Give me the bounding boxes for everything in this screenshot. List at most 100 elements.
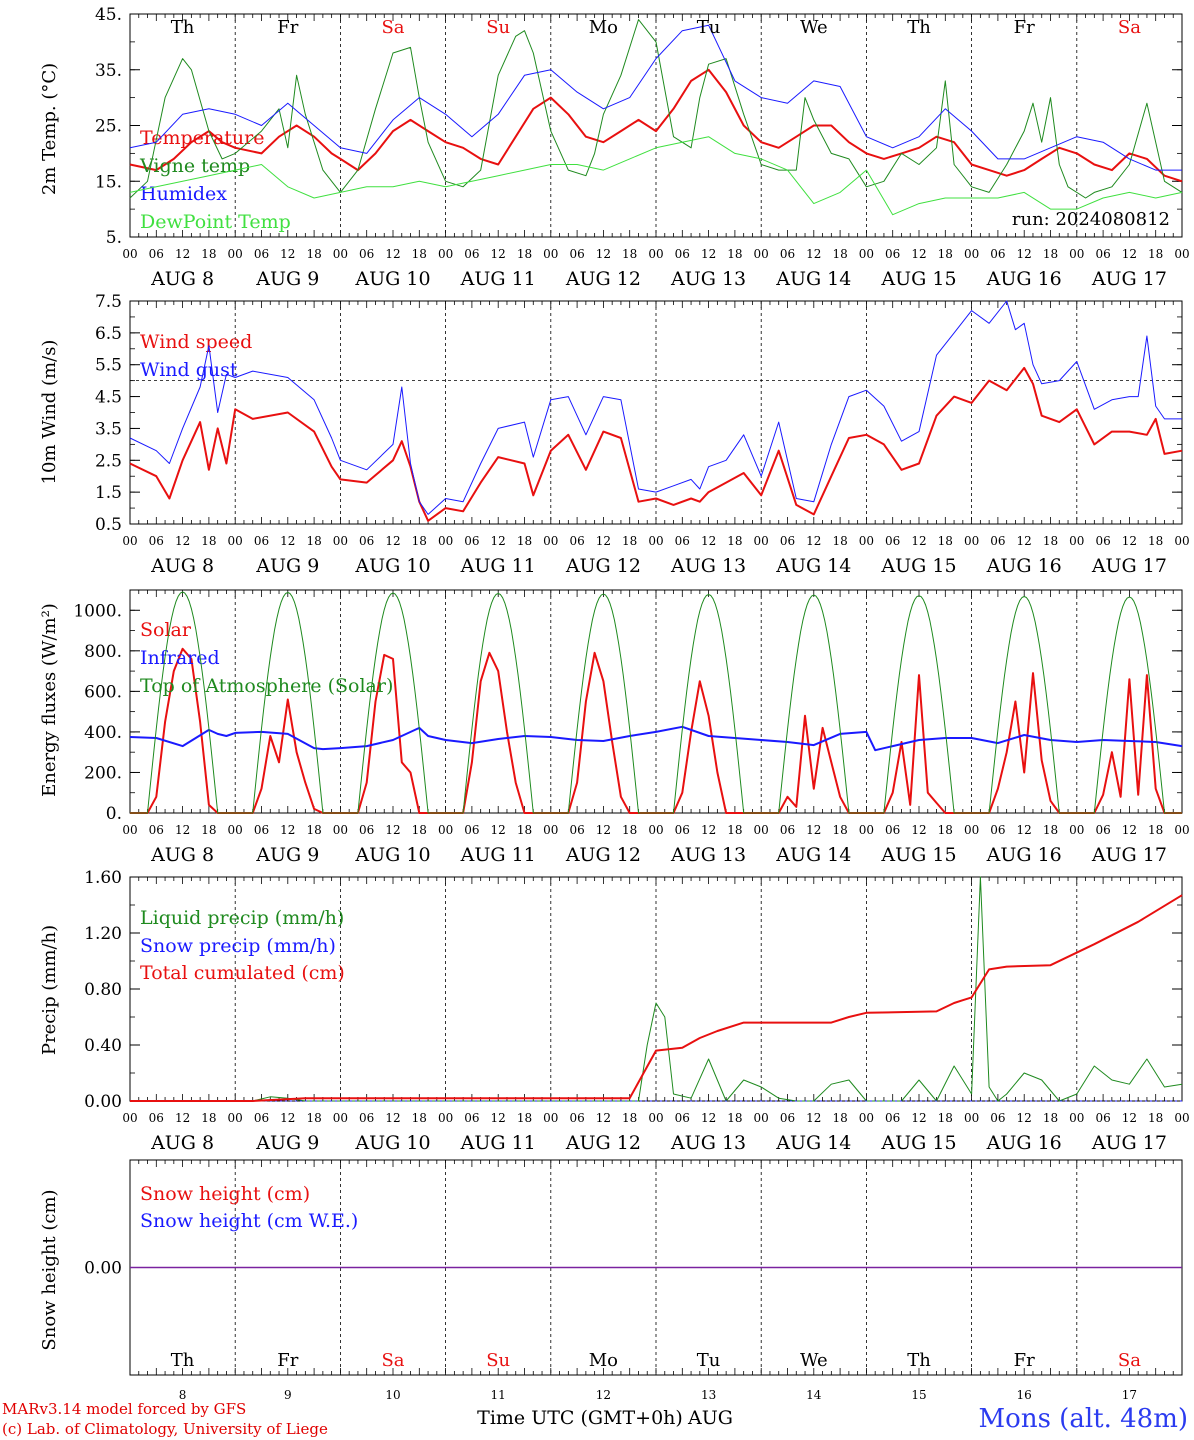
precip-hour-label: 18 bbox=[938, 1111, 953, 1125]
wind-date-label: AUG 16 bbox=[986, 555, 1062, 577]
flux-hour-label: 18 bbox=[412, 823, 427, 837]
precip-ytick-label: 1.60 bbox=[84, 868, 122, 888]
bottom-weekday-label: Th bbox=[171, 1350, 195, 1371]
temp-date-label: AUG 16 bbox=[986, 268, 1062, 290]
precip-hour-label: 06 bbox=[149, 1111, 164, 1125]
precip-ytick-label: 0.40 bbox=[84, 1036, 122, 1056]
temp-hour-label: 00 bbox=[543, 247, 558, 261]
temp-hour-label: 06 bbox=[885, 247, 900, 261]
temp-hour-label: 00 bbox=[1069, 247, 1084, 261]
day-number-label: 8 bbox=[179, 1388, 187, 1402]
day-number-label: 9 bbox=[284, 1388, 292, 1402]
day-number-label: 16 bbox=[1017, 1388, 1032, 1402]
flux-date-label: AUG 10 bbox=[354, 844, 430, 866]
flux-ytick-label: 200. bbox=[84, 763, 122, 783]
precip-legend-2: Total cumulated (cm) bbox=[140, 962, 345, 984]
flux-date-label: AUG 16 bbox=[986, 844, 1062, 866]
wind-hour-label: 00 bbox=[1174, 534, 1189, 548]
temp-hour-label: 12 bbox=[280, 247, 295, 261]
precip-hour-label: 06 bbox=[1095, 1111, 1110, 1125]
precip-hour-label: 00 bbox=[754, 1111, 769, 1125]
flux-hour-label: 12 bbox=[491, 823, 506, 837]
flux-hour-label: 06 bbox=[254, 823, 269, 837]
wind-date-label: AUG 9 bbox=[255, 555, 319, 577]
flux-hour-label: 06 bbox=[149, 823, 164, 837]
precip-hour-label: 18 bbox=[622, 1111, 637, 1125]
temp-hour-label: 18 bbox=[201, 247, 216, 261]
wind-hour-label: 18 bbox=[306, 534, 321, 548]
temp-hour-label: 06 bbox=[675, 247, 690, 261]
temp-date-label: AUG 14 bbox=[775, 268, 851, 290]
temp-series-2 bbox=[129, 24, 1182, 171]
precip-ylabel: Precip (mm/h) bbox=[39, 925, 60, 1055]
temp-ylabel: 2m Temp. (°C) bbox=[39, 63, 60, 195]
precip-date-label: AUG 9 bbox=[255, 1132, 319, 1154]
weekday-label: Fr bbox=[1014, 17, 1035, 38]
wind-hour-label: 12 bbox=[1017, 534, 1032, 548]
wind-hour-label: 00 bbox=[964, 534, 979, 548]
wind-hour-label: 12 bbox=[385, 534, 400, 548]
temp-hour-label: 00 bbox=[964, 247, 979, 261]
precip-hour-label: 06 bbox=[254, 1111, 269, 1125]
model-credit: MARv3.14 model forced by GFS bbox=[2, 1400, 247, 1418]
temp-hour-label: 06 bbox=[254, 247, 269, 261]
precip-hour-label: 18 bbox=[201, 1111, 216, 1125]
temp-series-3 bbox=[129, 136, 1183, 216]
precip-hour-label: 12 bbox=[911, 1111, 926, 1125]
precip-hour-label: 06 bbox=[990, 1111, 1005, 1125]
flux-hour-label: 06 bbox=[885, 823, 900, 837]
flux-hour-label: 18 bbox=[306, 823, 321, 837]
flux-hour-label: 06 bbox=[780, 823, 795, 837]
temp-hour-label: 12 bbox=[491, 247, 506, 261]
temp-hour-label: 00 bbox=[859, 247, 874, 261]
day-number-label: 13 bbox=[701, 1388, 716, 1402]
wind-hour-label: 00 bbox=[333, 534, 348, 548]
flux-ytick-label: 800. bbox=[84, 642, 122, 662]
precip-hour-label: 06 bbox=[675, 1111, 690, 1125]
bottom-weekday-label: Mo bbox=[589, 1350, 618, 1371]
wind-ytick-label: 7.5 bbox=[95, 292, 122, 312]
flux-hour-label: 00 bbox=[122, 823, 137, 837]
temp-legend-0: Temperature bbox=[140, 127, 264, 149]
flux-hour-label: 00 bbox=[1174, 823, 1189, 837]
wind-legend-1: Wind gust bbox=[140, 359, 238, 381]
temp-hour-label: 06 bbox=[464, 247, 479, 261]
wind-date-label: AUG 12 bbox=[565, 555, 641, 577]
precip-hour-label: 00 bbox=[1174, 1111, 1189, 1125]
wind-hour-label: 12 bbox=[911, 534, 926, 548]
wind-hour-label: 18 bbox=[832, 534, 847, 548]
temp-date-label: AUG 17 bbox=[1091, 268, 1167, 290]
temp-hour-label: 06 bbox=[1095, 247, 1110, 261]
precip-date-label: AUG 8 bbox=[150, 1132, 214, 1154]
flux-hour-label: 18 bbox=[517, 823, 532, 837]
wind-hour-label: 00 bbox=[648, 534, 663, 548]
precip-hour-label: 18 bbox=[727, 1111, 742, 1125]
weekday-label: Fr bbox=[277, 17, 298, 38]
temp-ytick-label: 15. bbox=[95, 172, 122, 192]
temp-hour-label: 00 bbox=[648, 247, 663, 261]
precip-hour-label: 00 bbox=[648, 1111, 663, 1125]
flux-hour-label: 18 bbox=[727, 823, 742, 837]
flux-legend-1: Infrared bbox=[140, 647, 220, 669]
wind-hour-label: 18 bbox=[517, 534, 532, 548]
precip-hour-label: 06 bbox=[780, 1111, 795, 1125]
snow-legend-0: Snow height (cm) bbox=[140, 1183, 310, 1205]
flux-ylabel: Energy fluxes (W/m²) bbox=[39, 603, 60, 797]
temp-date-label: AUG 15 bbox=[880, 268, 956, 290]
flux-hour-label: 06 bbox=[359, 823, 374, 837]
temp-hour-label: 00 bbox=[1174, 247, 1189, 261]
flux-hour-label: 12 bbox=[280, 823, 295, 837]
temp-date-label: AUG 8 bbox=[150, 268, 214, 290]
wind-series-0 bbox=[129, 366, 1183, 522]
flux-hour-label: 18 bbox=[201, 823, 216, 837]
flux-hour-label: 06 bbox=[990, 823, 1005, 837]
flux-hour-label: 00 bbox=[859, 823, 874, 837]
wind-hour-label: 18 bbox=[938, 534, 953, 548]
wind-hour-label: 18 bbox=[622, 534, 637, 548]
flux-hour-label: 18 bbox=[1148, 823, 1163, 837]
precip-series-2 bbox=[130, 894, 1183, 1102]
temp-ytick-label: 25. bbox=[95, 117, 122, 137]
wind-hour-label: 18 bbox=[412, 534, 427, 548]
precip-hour-label: 18 bbox=[832, 1111, 847, 1125]
flux-legend-2: Top of Atmosphere (Solar) bbox=[140, 675, 393, 697]
